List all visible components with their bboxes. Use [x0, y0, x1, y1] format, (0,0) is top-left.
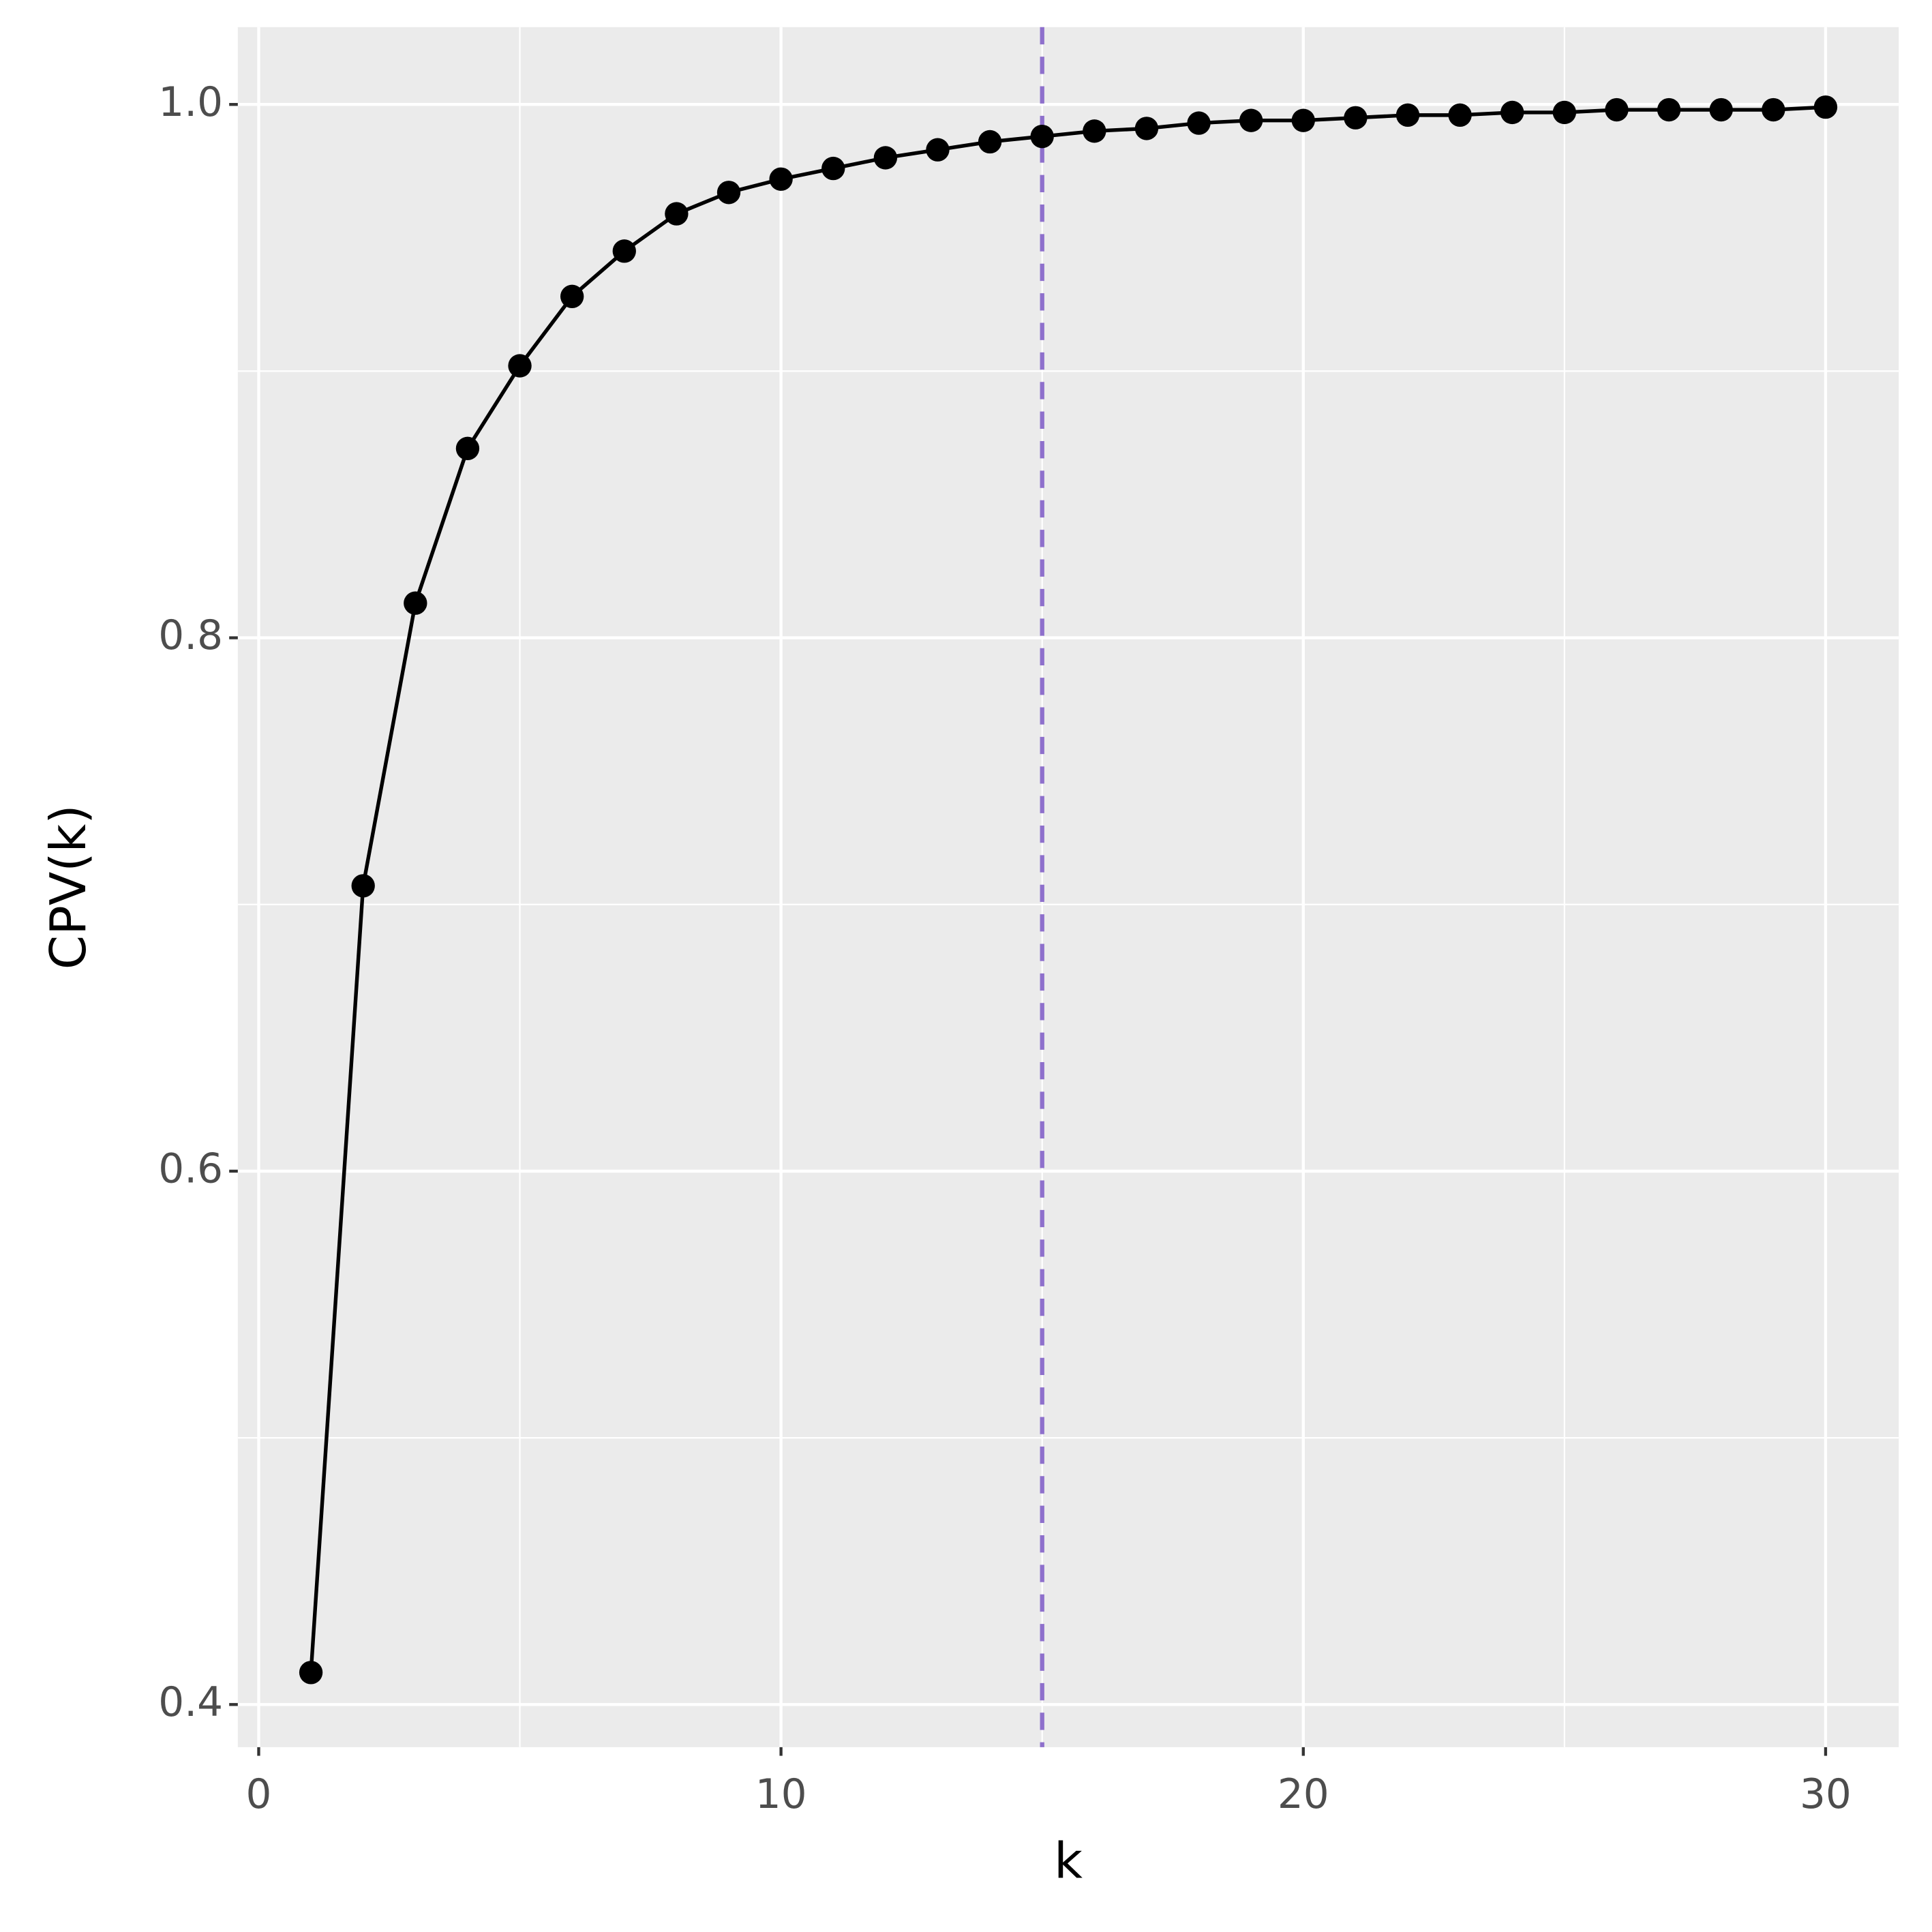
data-point	[1291, 108, 1315, 132]
data-point	[1187, 111, 1211, 135]
data-point	[1395, 103, 1420, 127]
data-point	[1709, 97, 1733, 122]
data-point	[926, 138, 950, 162]
x-tick-label: 30	[1800, 1771, 1852, 1818]
data-point	[1134, 117, 1159, 140]
data-point	[1605, 97, 1629, 122]
data-point	[978, 130, 1002, 154]
data-point	[1500, 100, 1524, 125]
data-point	[665, 202, 689, 226]
data-point	[351, 874, 375, 898]
data-point	[1030, 124, 1054, 149]
data-point	[1762, 97, 1785, 122]
data-point	[1657, 97, 1681, 122]
y-tick-label: 0.6	[158, 1146, 223, 1193]
data-point	[1813, 95, 1838, 119]
x-tick-label: 10	[755, 1771, 807, 1818]
data-point	[1239, 108, 1263, 132]
data-point	[716, 181, 741, 205]
data-point	[560, 284, 584, 309]
data-point	[1448, 103, 1472, 127]
data-point	[508, 354, 532, 378]
data-point	[455, 436, 480, 461]
data-point	[821, 156, 845, 181]
y-tick-label: 0.8	[158, 612, 223, 659]
data-point	[873, 146, 898, 170]
data-point	[1344, 106, 1368, 130]
x-tick-label: 0	[246, 1771, 272, 1818]
data-point	[612, 239, 636, 263]
data-point	[1083, 119, 1106, 143]
y-tick-label: 0.4	[158, 1679, 223, 1726]
y-axis-title: CPV(k)	[40, 804, 97, 969]
y-tick-label: 1.0	[158, 79, 223, 126]
data-point	[1552, 100, 1577, 125]
x-axis-title: k	[1054, 1833, 1083, 1890]
x-tick-label: 20	[1278, 1771, 1329, 1818]
data-point	[299, 1661, 323, 1685]
data-point	[404, 591, 427, 615]
plot-panel	[237, 27, 1899, 1747]
data-point	[769, 167, 793, 191]
